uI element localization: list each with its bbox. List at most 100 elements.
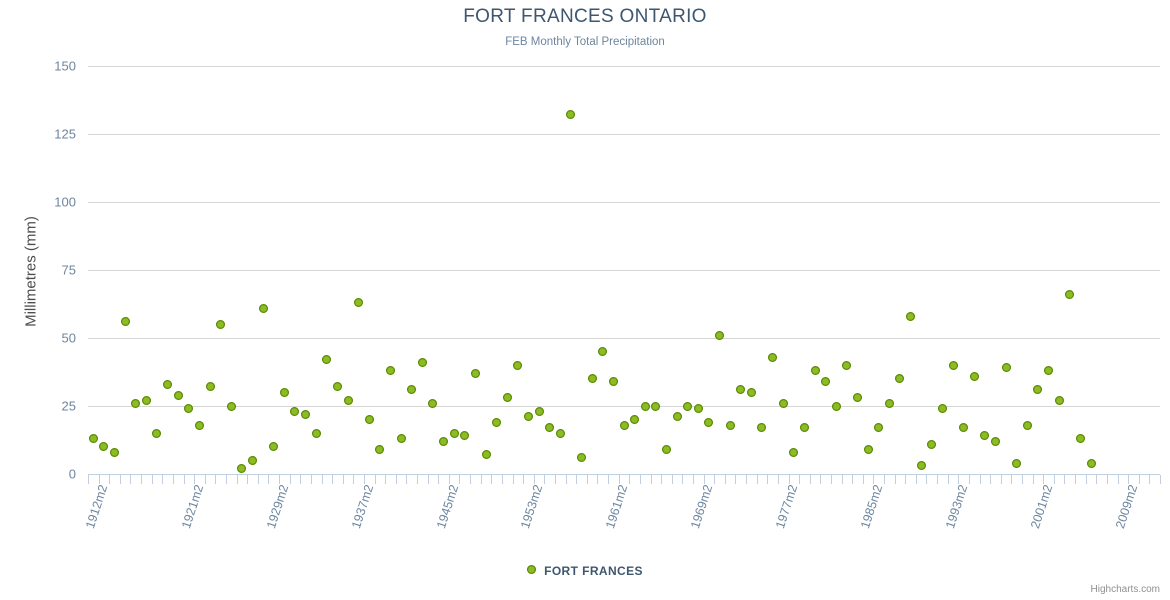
data-point[interactable] xyxy=(842,360,852,370)
data-point[interactable] xyxy=(343,396,353,406)
data-point[interactable] xyxy=(492,417,502,427)
data-point[interactable] xyxy=(969,371,979,381)
data-point[interactable] xyxy=(184,404,194,414)
data-point[interactable] xyxy=(311,428,321,438)
data-point[interactable] xyxy=(863,445,873,455)
data-point[interactable] xyxy=(279,387,289,397)
data-point[interactable] xyxy=(916,461,926,471)
data-point[interactable] xyxy=(789,447,799,457)
data-point[interactable] xyxy=(1033,385,1043,395)
data-point[interactable] xyxy=(768,352,778,362)
data-point[interactable] xyxy=(99,442,109,452)
data-point[interactable] xyxy=(237,464,247,474)
data-point[interactable] xyxy=(364,415,374,425)
data-point[interactable] xyxy=(672,412,682,422)
data-point[interactable] xyxy=(216,319,226,329)
data-point[interactable] xyxy=(417,357,427,367)
data-point[interactable] xyxy=(693,404,703,414)
data-point[interactable] xyxy=(163,379,173,389)
data-point[interactable] xyxy=(990,436,1000,446)
data-point[interactable] xyxy=(1065,289,1075,299)
data-point[interactable] xyxy=(884,398,894,408)
data-point[interactable] xyxy=(407,385,417,395)
data-point[interactable] xyxy=(513,360,523,370)
data-point[interactable] xyxy=(460,431,470,441)
data-point[interactable] xyxy=(661,445,671,455)
data-point[interactable] xyxy=(1022,420,1032,430)
data-point[interactable] xyxy=(853,393,862,403)
data-point[interactable] xyxy=(110,447,120,457)
data-point[interactable] xyxy=(598,347,608,357)
x-axis-tick-label: 1929m2 xyxy=(263,483,292,531)
data-point[interactable] xyxy=(799,423,809,433)
data-point[interactable] xyxy=(704,417,714,427)
data-point[interactable] xyxy=(481,450,491,460)
data-point[interactable] xyxy=(88,434,98,444)
data-point[interactable] xyxy=(1054,396,1064,406)
data-point[interactable] xyxy=(746,387,756,397)
data-point[interactable] xyxy=(258,303,268,313)
data-point[interactable] xyxy=(640,401,650,411)
data-point[interactable] xyxy=(439,436,449,446)
data-point[interactable] xyxy=(290,406,300,416)
data-point[interactable] xyxy=(810,366,820,376)
data-point[interactable] xyxy=(173,390,183,400)
x-axis-tick xyxy=(523,475,525,484)
data-point[interactable] xyxy=(895,374,905,384)
data-point[interactable] xyxy=(131,398,141,408)
data-point[interactable] xyxy=(715,330,725,340)
data-point[interactable] xyxy=(757,423,767,433)
data-point[interactable] xyxy=(651,401,661,411)
data-point[interactable] xyxy=(375,445,385,455)
data-point[interactable] xyxy=(120,317,130,327)
data-point[interactable] xyxy=(534,406,544,416)
data-point[interactable] xyxy=(577,453,587,463)
data-point[interactable] xyxy=(725,420,735,430)
legend-item-fort-frances[interactable]: FORT FRANCES xyxy=(527,564,643,578)
data-point[interactable] xyxy=(354,298,364,308)
data-point[interactable] xyxy=(1001,363,1011,373)
data-point[interactable] xyxy=(502,393,512,403)
data-point[interactable] xyxy=(322,355,332,365)
data-point[interactable] xyxy=(736,385,746,395)
x-axis-tick xyxy=(417,475,419,484)
data-point[interactable] xyxy=(194,420,204,430)
data-point[interactable] xyxy=(874,423,884,433)
data-point[interactable] xyxy=(1086,458,1096,468)
data-point[interactable] xyxy=(831,401,841,411)
data-point[interactable] xyxy=(778,398,788,408)
data-point[interactable] xyxy=(566,110,576,120)
data-point[interactable] xyxy=(205,382,215,392)
data-point[interactable] xyxy=(821,377,831,387)
data-point[interactable] xyxy=(619,420,629,430)
data-point[interactable] xyxy=(248,455,257,465)
data-point[interactable] xyxy=(1012,458,1022,468)
data-point[interactable] xyxy=(927,439,937,449)
data-point[interactable] xyxy=(948,360,958,370)
data-point[interactable] xyxy=(555,428,565,438)
data-point[interactable] xyxy=(449,428,459,438)
data-point[interactable] xyxy=(428,398,438,408)
data-point[interactable] xyxy=(396,434,406,444)
highcharts-credits[interactable]: Highcharts.com xyxy=(1090,584,1160,595)
data-point[interactable] xyxy=(1075,434,1085,444)
data-point[interactable] xyxy=(545,423,555,433)
data-point[interactable] xyxy=(523,412,533,422)
data-point[interactable] xyxy=(470,368,480,378)
data-point[interactable] xyxy=(980,431,990,441)
data-point[interactable] xyxy=(608,377,618,387)
data-point[interactable] xyxy=(906,311,916,321)
data-point[interactable] xyxy=(301,409,311,419)
data-point[interactable] xyxy=(152,428,162,438)
data-point[interactable] xyxy=(587,374,597,384)
data-point[interactable] xyxy=(226,401,236,411)
data-point[interactable] xyxy=(385,366,395,376)
data-point[interactable] xyxy=(332,382,342,392)
data-point[interactable] xyxy=(959,423,969,433)
data-point[interactable] xyxy=(269,442,279,452)
data-point[interactable] xyxy=(630,415,640,425)
data-point[interactable] xyxy=(1044,366,1054,376)
data-point[interactable] xyxy=(141,396,151,406)
data-point[interactable] xyxy=(937,404,947,414)
data-point[interactable] xyxy=(683,401,693,411)
